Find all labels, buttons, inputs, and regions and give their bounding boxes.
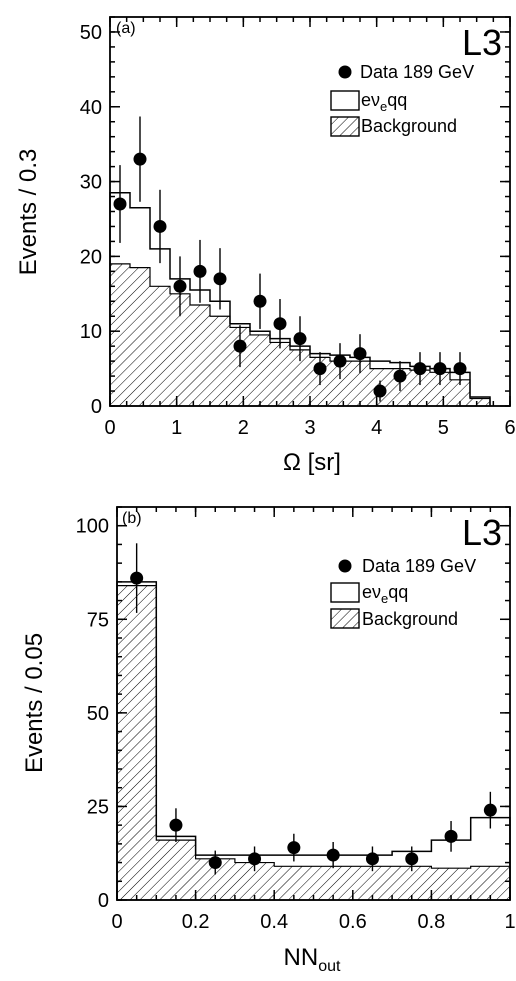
panel-b: 0 0.2 0.4 0.6 0.8 1 0 25 50 75 100 NNout Events /… [21, 506, 516, 975]
x-tick-label: 1 [504, 911, 515, 933]
data-point [483, 803, 497, 817]
legend-signal-main: eν [361, 90, 380, 110]
background-histogram [116, 584, 511, 901]
legend-background-label: Background [362, 609, 458, 629]
x-tick-labels: 0 0.2 0.4 0.6 0.8 1 [111, 911, 515, 933]
legend-background-swatch [330, 116, 360, 137]
data-point [433, 362, 447, 376]
y-tick-label: 75 [87, 609, 109, 631]
data-point [213, 272, 227, 286]
data-point [353, 347, 367, 361]
background-area [116, 584, 511, 901]
x-tick-label: 0.2 [182, 911, 210, 933]
panel-label: (a) [116, 20, 136, 37]
legend-signal-swatch [330, 582, 360, 603]
y-tick-label: 100 [76, 516, 109, 538]
legend-background-label: Background [361, 116, 457, 136]
data-point [365, 852, 379, 866]
x-tick-label: 0.8 [417, 911, 445, 933]
data-point [373, 384, 387, 398]
data-point [453, 362, 467, 376]
x-axis-title-sub: out [318, 958, 341, 975]
data-point [326, 848, 340, 862]
data-point [313, 362, 327, 376]
y-tick-label: 20 [80, 246, 102, 268]
x-tick-label: 0 [104, 417, 115, 439]
data-point [133, 152, 147, 166]
y-tick-label: 50 [87, 703, 109, 725]
data-point [193, 264, 207, 278]
y-tick-label: 0 [91, 396, 102, 418]
x-tick-label: 6 [504, 417, 515, 439]
experiment-label: L3 [462, 22, 502, 63]
legend: Data 189 GeV eνeqq Background [330, 62, 474, 137]
legend: Data 189 GeV eνeqq Background [330, 556, 476, 629]
legend-signal-tail: qq [387, 90, 407, 110]
axis-ticks [116, 506, 511, 901]
legend-data-label: Data 189 GeV [362, 556, 476, 576]
data-point [413, 362, 427, 376]
data-point [333, 354, 347, 368]
x-tick-label: 3 [304, 417, 315, 439]
y-axis-title: Events / 0.3 [15, 149, 42, 276]
legend-signal-sub: e [381, 591, 388, 606]
y-tick-labels: 0 10 20 30 40 50 [80, 22, 102, 418]
data-point [444, 829, 458, 843]
y-tick-label: 10 [80, 321, 102, 343]
legend-signal-label: eνeqq [362, 582, 408, 606]
y-tick-labels: 0 25 50 75 100 [76, 516, 109, 912]
data-points [130, 543, 497, 875]
x-axis-title: Ω [sr] [283, 449, 341, 476]
y-tick-label: 0 [98, 890, 109, 912]
data-point [153, 219, 167, 233]
experiment-label: L3 [462, 512, 502, 553]
x-tick-labels: 0 1 2 3 4 5 6 [104, 417, 515, 439]
legend-signal-swatch [330, 90, 360, 111]
data-point [405, 852, 419, 866]
data-point [169, 818, 183, 832]
legend-background-swatch [330, 608, 360, 629]
x-axis-title: NNout [284, 944, 341, 975]
data-point [273, 317, 287, 331]
legend-data-marker [338, 559, 352, 573]
x-tick-label: 1 [171, 417, 182, 439]
data-point [287, 841, 301, 855]
x-tick-label: 5 [438, 417, 449, 439]
y-tick-label: 25 [87, 796, 109, 818]
data-point [113, 197, 127, 211]
data-point [293, 332, 307, 346]
y-tick-label: 50 [80, 22, 102, 44]
y-tick-label: 30 [80, 172, 102, 194]
x-axis-title-main: NN [284, 944, 319, 971]
legend-signal-tail: qq [388, 582, 408, 602]
legend-data-label: Data 189 GeV [360, 62, 474, 82]
legend-signal-sub: e [380, 99, 387, 114]
y-tick-label: 40 [80, 97, 102, 119]
x-tick-label: 0.4 [260, 911, 288, 933]
legend-signal-label: eνeqq [361, 90, 407, 114]
data-point [173, 279, 187, 293]
x-tick-label: 0 [111, 911, 122, 933]
panel-label: (b) [122, 510, 142, 527]
data-point [393, 369, 407, 383]
axis-ticks [109, 16, 511, 407]
x-tick-label: 4 [371, 417, 382, 439]
data-point [248, 852, 262, 866]
data-point [130, 571, 144, 585]
data-point [208, 856, 222, 870]
x-tick-label: 2 [238, 417, 249, 439]
data-points [113, 116, 467, 402]
legend-signal-main: eν [362, 582, 381, 602]
legend-data-marker [338, 65, 352, 79]
data-point [253, 294, 267, 308]
x-tick-label: 0.6 [339, 911, 367, 933]
data-point [233, 339, 247, 353]
y-axis-title: Events / 0.05 [21, 633, 48, 773]
